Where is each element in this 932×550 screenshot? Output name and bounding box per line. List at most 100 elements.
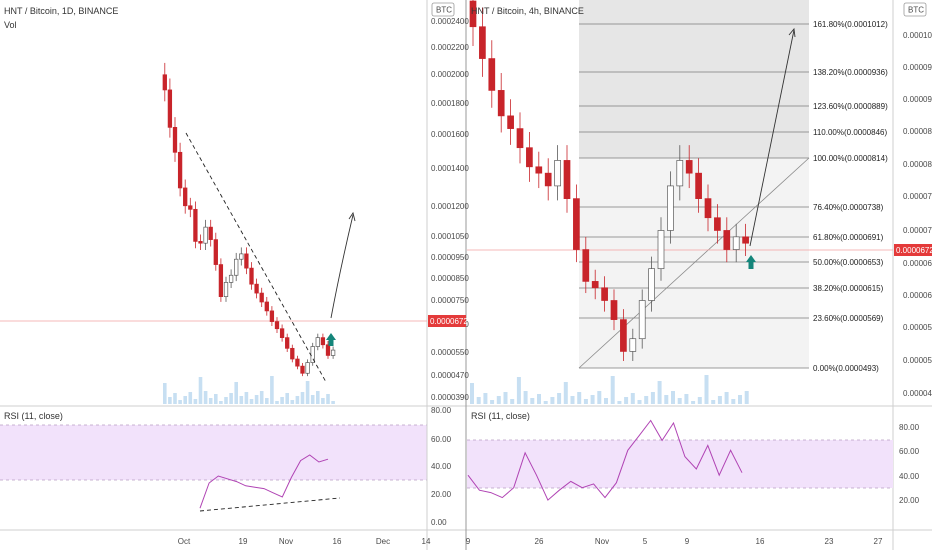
left-candle (290, 347, 295, 360)
right-currency-badge-label: BTC (908, 6, 924, 15)
left-candle (167, 89, 173, 128)
right-volume-bar (697, 397, 702, 404)
left-last-price-tag (428, 315, 466, 327)
right-rsi-axis: 80.00 60.00 40.00 20.00 (899, 423, 920, 505)
left-currency-badge[interactable] (431, 2, 455, 17)
right-candle (695, 172, 702, 199)
right-volume-bar (671, 391, 675, 404)
right-volume-bar (537, 394, 541, 404)
left-candle (279, 328, 285, 338)
left-candles (162, 62, 336, 377)
right-time-tick: 23 (825, 537, 834, 546)
right-volume-bar (523, 391, 528, 404)
left-volume-bar (275, 401, 279, 404)
right-volume-bar (744, 391, 749, 404)
left-price-tick: 0.0000950 (431, 253, 469, 262)
left-candle (300, 365, 305, 374)
right-price-tick: 0.0000900 (903, 95, 932, 104)
fib-level-label: 110.00%(0.0000846) (813, 128, 887, 137)
right-volume-bar (563, 382, 568, 404)
left-rsi-tick: 0.00 (431, 518, 447, 527)
right-price-tick: 0.0000950 (903, 63, 932, 72)
left-candle (285, 337, 290, 349)
left-volume-bar (168, 397, 172, 404)
right-price-tick: 0.0000700 (903, 226, 932, 235)
left-candle (249, 267, 254, 285)
right-price-tick: 0.0000550 (903, 323, 932, 332)
left-projection-arrowhead (348, 211, 356, 222)
left-candle (254, 283, 259, 294)
right-volume-bar (597, 391, 602, 404)
left-last-price-label: 0.0000672 (430, 317, 468, 326)
right-volume-bar (577, 392, 582, 404)
right-chart-panel: 161.80%(0.0001012) 138.20%(0.0000936) 123.… (466, 0, 932, 546)
fib-level-label: 61.80%(0.0000691) (813, 233, 884, 242)
right-volume-bar (530, 398, 535, 404)
right-volume-bar (704, 375, 709, 404)
left-volume-bar (285, 393, 289, 404)
fib-level-label: 161.80%(0.0001012) (813, 20, 888, 29)
left-price-tick: 0.0001200 (431, 202, 469, 211)
right-candle (488, 58, 496, 91)
right-volume-bar (644, 396, 649, 404)
right-candle (526, 147, 533, 168)
right-price-tick: 0.0000600 (903, 291, 932, 300)
left-candle (325, 344, 331, 356)
left-volume-bar (254, 395, 259, 404)
right-volume-bar (724, 392, 729, 404)
right-volume-bar (650, 392, 655, 404)
left-volume-bar (224, 397, 228, 404)
right-volume-bar (684, 394, 689, 404)
left-volume-bar (265, 398, 269, 404)
right-price-tick: 0.0000800 (903, 160, 932, 169)
left-candle (193, 208, 198, 242)
left-candle (315, 337, 320, 347)
right-time-tick: 27 (874, 537, 883, 546)
right-volume-bar (691, 401, 696, 404)
left-price-tick: 0.0001400 (431, 164, 469, 173)
right-volume-bar (664, 395, 669, 404)
right-volume-bar (738, 395, 742, 404)
right-rsi-tick: 60.00 (899, 447, 920, 456)
right-candle (742, 236, 749, 244)
right-candle (573, 198, 580, 250)
right-price-tick: 0.0000850 (903, 127, 932, 136)
left-candle (264, 301, 269, 312)
left-volume-bar (280, 397, 284, 404)
left-volume-bar (321, 398, 325, 404)
left-rsi-line (199, 454, 329, 509)
right-rsi-label: RSI (11, close) (471, 411, 530, 421)
left-volume-bar (259, 391, 264, 404)
right-volume-bar (637, 400, 642, 404)
right-rsi-tick: 80.00 (899, 423, 920, 432)
right-volume-bar (557, 393, 562, 404)
right-projection-line (749, 29, 795, 247)
left-candle (172, 127, 178, 153)
fib-levels: 161.80%(0.0001012) 138.20%(0.0000936) 123.… (579, 20, 888, 373)
left-candle (320, 337, 326, 346)
right-candle (479, 26, 486, 59)
left-volume-bar (316, 391, 320, 404)
left-volume-bar (239, 396, 244, 404)
right-time-tick: Nov (595, 537, 609, 546)
left-candle (203, 226, 208, 244)
left-price-tick: 0.0001800 (431, 99, 469, 108)
left-price-tick: 0.0002200 (431, 43, 469, 52)
left-rsi-tick: 80.00 (431, 406, 452, 415)
left-volume-bar (219, 401, 223, 404)
right-volume-bar (630, 393, 635, 404)
left-volume-bar (188, 392, 193, 404)
right-candle (732, 236, 740, 250)
right-price-tick: 0.0000450 (903, 389, 932, 398)
right-candle (535, 166, 543, 174)
right-volume-bar (496, 396, 501, 404)
right-candle (676, 160, 684, 187)
left-price-axis: 0.0002400 0.0002200 0.0002000 0.0001800 0.00… (431, 17, 469, 402)
right-currency-badge[interactable] (903, 2, 927, 17)
left-price-tick: 0.0000390 (431, 393, 469, 402)
left-time-tick: 14 (422, 537, 431, 546)
right-price-tick: 0.0000750 (903, 192, 932, 201)
right-time-tick: 26 (535, 537, 544, 546)
left-rsi-label: RSI (11, close) (4, 411, 63, 421)
